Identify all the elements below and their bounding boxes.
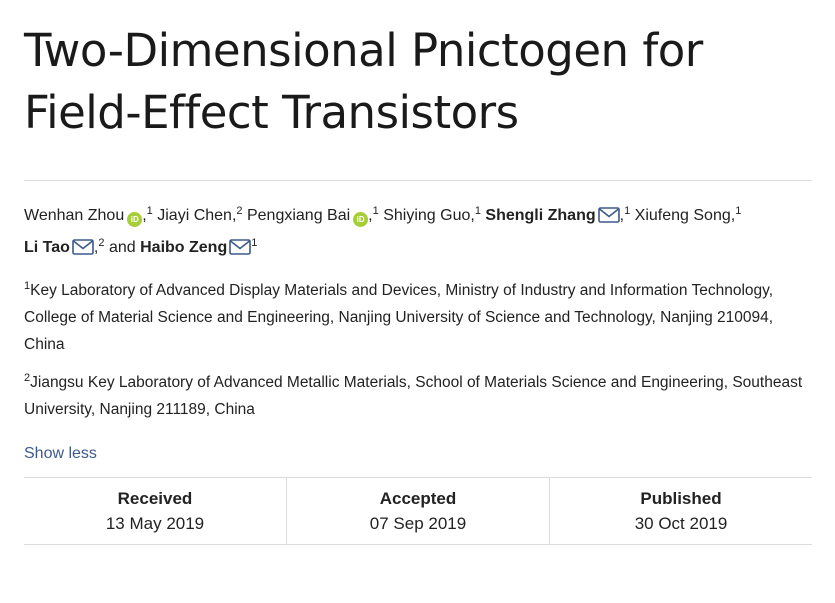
title-line-1: Two-Dimensional Pnictogen for [24, 24, 703, 77]
affiliation-ref: 1 [624, 205, 631, 217]
author: Shengli Zhang ,1 [485, 205, 631, 225]
author-list: Wenhan Zhou iD ,1 Jiayi Chen,2 Pengxiang B… [24, 201, 812, 265]
affiliation-ref: 1 [372, 205, 379, 217]
affiliation-number: 1 [24, 280, 31, 292]
affiliation-ref: 1 [146, 205, 153, 217]
affiliation-ref: 1 [474, 205, 481, 217]
date-published: Published 30 Oct 2019 [549, 478, 812, 544]
author: Xiufeng Song,1 [634, 205, 742, 225]
received-value: 13 May 2019 [105, 514, 205, 533]
author-name: Jiayi Chen [157, 207, 232, 224]
affiliation-ref: 2 [98, 237, 105, 249]
article-header: Two-Dimensional Pnictogen for Field-Effe… [24, 0, 812, 545]
affiliation-ref: 2 [236, 205, 243, 217]
author: Shiying Guo,1 [383, 205, 481, 225]
author-name: Xiufeng Song [634, 207, 731, 224]
author: Haibo Zeng 1 [140, 237, 258, 257]
author-name[interactable]: Li Tao [24, 239, 70, 256]
published-value: 30 Oct 2019 [634, 514, 728, 533]
author: Pengxiang Bai iD ,1 [246, 205, 379, 227]
title-divider [24, 180, 812, 181]
orcid-icon[interactable]: iD [353, 212, 369, 227]
author: Li Tao ,2 [24, 237, 105, 257]
accepted-value: 07 Sep 2019 [369, 514, 467, 533]
date-accepted: Accepted 07 Sep 2019 [286, 478, 549, 544]
article-title: Two-Dimensional Pnictogen for Field-Effe… [24, 0, 812, 144]
orcid-icon[interactable]: iD [127, 212, 143, 227]
title-line-2: Field-Effect Transistors [24, 86, 519, 139]
affiliation-ref: 1 [735, 205, 742, 217]
published-label: Published [640, 489, 722, 508]
author: Wenhan Zhou iD ,1 [24, 205, 153, 227]
affiliation-ref: 1 [251, 237, 258, 249]
email-icon[interactable] [72, 236, 94, 265]
email-icon[interactable] [597, 204, 620, 233]
author-name: Shiying Guo [383, 207, 471, 224]
affiliation-2: 2Jiangsu Key Laboratory of Advanced Meta… [24, 369, 812, 423]
author-name[interactable]: Haibo Zeng [140, 239, 228, 256]
affiliation-text: Jiangsu Key Laboratory of Advanced Metal… [24, 374, 803, 418]
author-name: Wenhan Zhou [24, 207, 125, 224]
accepted-label: Accepted [379, 489, 457, 508]
affiliation-1: 1Key Laboratory of Advanced Display Mate… [24, 277, 812, 358]
date-received: Received 13 May 2019 [24, 478, 286, 544]
author-conjunction: and [108, 239, 136, 256]
affiliation-text: Key Laboratory of Advanced Display Mater… [24, 282, 774, 353]
received-label: Received [117, 489, 193, 508]
author: Jiayi Chen,2 [157, 205, 243, 225]
publication-dates: Received 13 May 2019 Accepted 07 Sep 201… [24, 477, 812, 545]
email-icon[interactable] [229, 236, 252, 265]
affiliation-number: 2 [24, 372, 31, 384]
show-less-link[interactable]: Show less [24, 445, 97, 462]
author-name: Pengxiang Bai [246, 207, 351, 224]
author-name[interactable]: Shengli Zhang [485, 207, 596, 224]
